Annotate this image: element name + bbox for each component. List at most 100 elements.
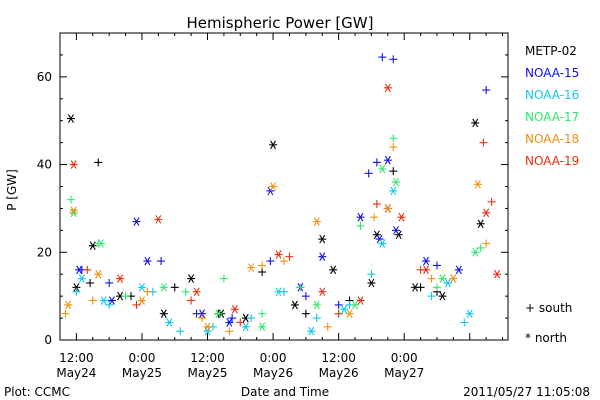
chart-title: Hemispheric Power [GW]: [187, 14, 374, 32]
data-point-south: [285, 252, 294, 261]
data-point-south: [266, 257, 275, 266]
data-point-south: [323, 322, 332, 331]
data-point-south: [236, 318, 245, 327]
data-point-south: [72, 287, 81, 296]
data-point-south: [389, 143, 398, 152]
x-tick-label-date: May27: [384, 366, 424, 380]
legend: METP-02 NOAA-15 NOAA-16 NOAA-17 NOAA-18 NOAA-…: [525, 44, 579, 168]
data-point-south: [372, 158, 381, 167]
data-point-north: [356, 212, 365, 222]
data-point-south: [157, 257, 166, 266]
data-point-north: [356, 296, 365, 305]
y-tick-label: 0: [44, 333, 52, 347]
data-point-north: [230, 305, 239, 314]
data-point-south: [364, 169, 373, 178]
data-point-north: [493, 269, 502, 279]
data-point-south: [372, 200, 381, 209]
data-point-south: [389, 55, 398, 64]
data-point-south: [198, 314, 207, 323]
data-point-north: [214, 309, 223, 318]
data-point-north: [99, 296, 108, 305]
x-tick-label-date: May26: [319, 366, 359, 380]
data-point-south: [219, 274, 228, 283]
data-point-north: [318, 287, 327, 297]
data-point-south: [132, 300, 141, 309]
data-point-north: [372, 230, 381, 240]
legend-entry: NOAA-16: [525, 88, 579, 102]
data-point-north: [392, 177, 400, 187]
data-point-south: [479, 138, 488, 147]
data-point-south: [280, 257, 288, 266]
data-point-north: [203, 322, 212, 332]
legend-entry: METP-02: [525, 44, 577, 58]
data-point-north: [473, 180, 482, 189]
y-axis-label: P [GW]: [5, 169, 19, 211]
x-tick-label-time: 12:00: [59, 351, 94, 365]
data-point-north: [312, 300, 321, 310]
plot-timestamp: 2011/05/27 11:05:08: [463, 385, 590, 399]
data-point-south: [228, 314, 237, 323]
data-point-north: [266, 186, 275, 196]
data-point-north: [318, 234, 327, 244]
data-point-north: [72, 283, 81, 292]
data-point-south: [301, 309, 310, 318]
data-point-north: [443, 278, 452, 288]
data-point-north: [422, 256, 431, 266]
x-tick-label-time: 12:00: [321, 351, 356, 365]
data-point-north: [69, 160, 78, 169]
data-point-south: [389, 134, 398, 143]
data-point-south: [88, 296, 97, 305]
data-point-south: [334, 309, 343, 318]
data-point-north: [269, 140, 278, 150]
data-point-north: [269, 182, 278, 191]
data-point-north: [482, 208, 491, 218]
data-point-north: [107, 296, 116, 305]
plot-credit: Plot: CCMC: [4, 385, 70, 399]
data-point-north: [77, 274, 86, 283]
y-tick-label: 40: [37, 158, 52, 172]
data-point-north: [247, 263, 256, 272]
data-point-north: [192, 287, 201, 297]
data-point-south: [258, 309, 267, 318]
data-point-north: [143, 256, 152, 266]
data-point-south: [460, 318, 469, 327]
data-point-north: [367, 278, 376, 288]
data-point-south: [432, 283, 441, 292]
data-point-north: [66, 114, 75, 123]
data-point-south: [247, 314, 256, 323]
legend-entry: NOAA-17: [525, 110, 579, 124]
data-point-south: [427, 292, 436, 301]
y-axis: 0 20 40 60: [37, 32, 508, 347]
x-tick-label-date: May26: [253, 366, 293, 380]
data-point-north: [290, 300, 299, 310]
data-point-south: [86, 278, 95, 287]
data-point-north: [318, 252, 327, 261]
data-point-south: [482, 86, 491, 95]
data-point-south: [476, 243, 485, 252]
data-point-north: [394, 230, 403, 240]
data-point-south: [187, 296, 196, 305]
data-point-south: [94, 158, 103, 167]
data-point-north: [165, 318, 174, 327]
data-point-south: [482, 239, 491, 248]
data-point-south: [296, 283, 305, 292]
data-point-south: [66, 195, 75, 204]
data-point-south: [225, 327, 234, 336]
data-point-south: [121, 292, 130, 301]
data-point-north: [397, 212, 406, 222]
data-point-north: [69, 206, 78, 215]
data-point-north: [274, 250, 283, 259]
marker-legend-north: * north: [525, 331, 567, 345]
y-tick-label: 20: [37, 245, 52, 259]
data-point-north: [132, 217, 141, 226]
data-point-north: [411, 283, 420, 292]
data-point-north: [351, 300, 360, 310]
legend-entry: NOAA-19: [525, 154, 579, 168]
data-point-north: [378, 164, 387, 174]
data-point-north: [438, 291, 447, 301]
data-point-south: [258, 261, 267, 270]
data-point-north: [465, 309, 474, 318]
data-point-north: [312, 217, 321, 226]
legend-entry: NOAA-18: [525, 132, 579, 146]
data-point-north: [137, 296, 146, 305]
